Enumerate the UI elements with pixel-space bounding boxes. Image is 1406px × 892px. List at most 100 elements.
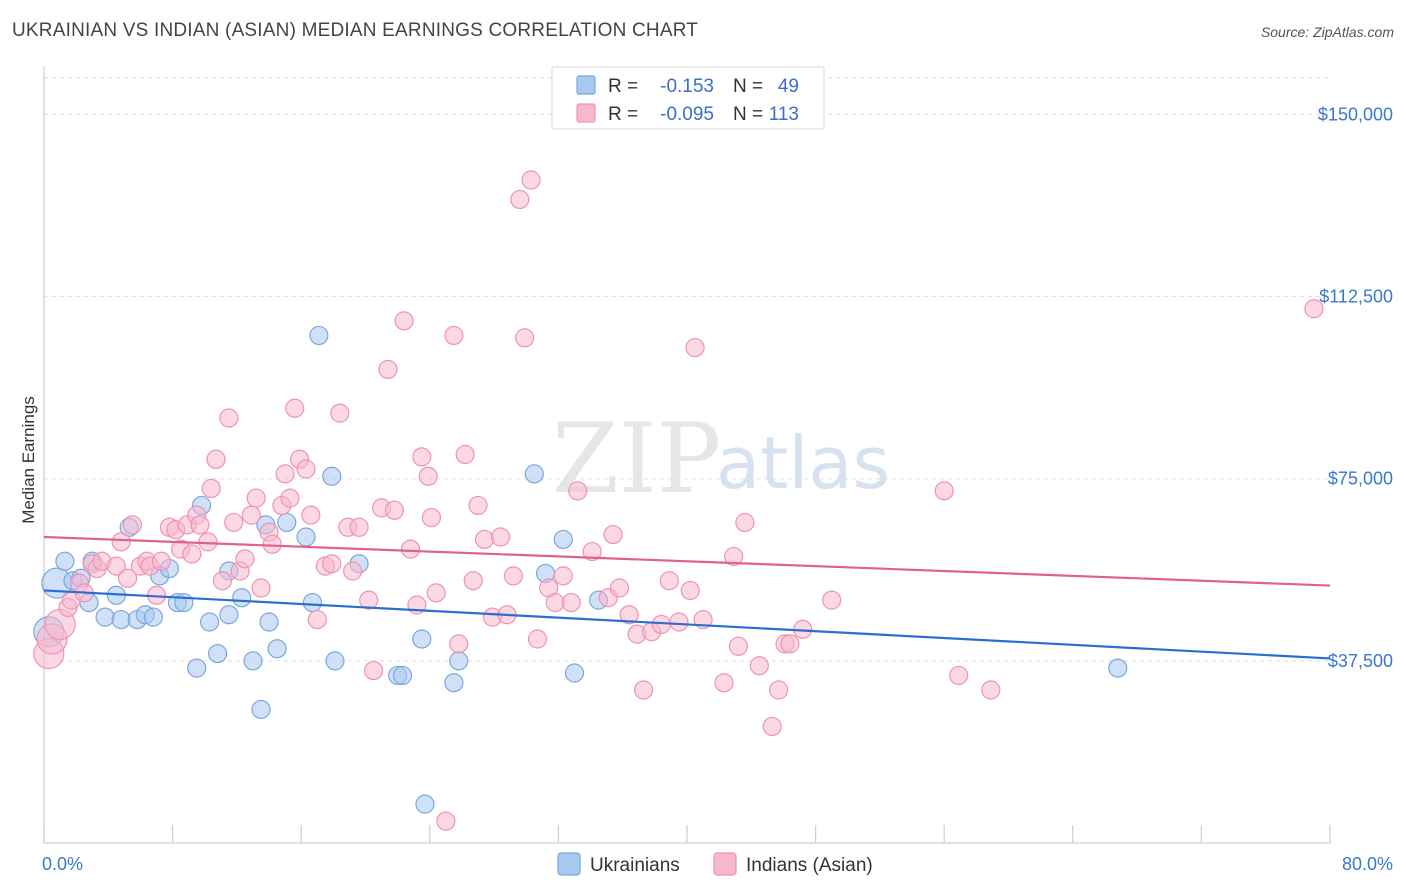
data-point-indians xyxy=(343,561,363,581)
data-point-ukrainians xyxy=(553,529,573,550)
data-point-indians xyxy=(285,398,305,418)
series-indians-points xyxy=(33,170,1324,831)
data-point-indians xyxy=(219,408,239,428)
axes xyxy=(43,66,1331,844)
legend-r-label-indians: R = xyxy=(608,104,638,125)
data-point-indians xyxy=(568,481,588,501)
data-point-ukrainians xyxy=(208,643,228,664)
data-point-indians xyxy=(275,464,295,484)
data-point-indians xyxy=(224,512,244,533)
data-point-indians xyxy=(714,673,734,693)
data-point-indians xyxy=(190,515,210,535)
bottom-legend-swatch-indians xyxy=(713,852,737,876)
data-point-ukrainians xyxy=(1108,658,1128,678)
y-tick-labels: $37,500 $75,000 $112,500 $150,000 xyxy=(1318,104,1393,670)
data-point-indians xyxy=(735,512,755,533)
data-point-indians xyxy=(235,549,255,569)
watermark-atlas: atlas xyxy=(716,421,890,505)
data-point-indians xyxy=(241,505,261,525)
data-point-indians xyxy=(762,716,782,737)
y-axis-label: Median Earnings xyxy=(19,396,38,524)
data-point-indians xyxy=(212,571,233,591)
data-point-indians xyxy=(330,403,350,423)
data-point-indians xyxy=(949,665,969,686)
data-point-indians xyxy=(400,539,421,559)
data-point-indians xyxy=(394,311,414,331)
data-point-indians xyxy=(349,517,369,537)
data-point-indians xyxy=(981,680,1001,700)
data-point-ukrainians xyxy=(199,612,220,632)
data-point-indians xyxy=(521,170,541,190)
data-point-ukrainians xyxy=(251,699,271,720)
data-point-indians xyxy=(436,811,456,831)
legend-r-value-indians: -0.095 xyxy=(660,104,714,125)
y-tick-label: $150,000 xyxy=(1318,104,1393,124)
data-point-indians xyxy=(280,488,300,508)
data-point-indians xyxy=(421,507,442,528)
legend-r-label-ukrainians: R = xyxy=(608,76,638,97)
data-point-indians xyxy=(206,449,226,469)
legend-swatch-ukrainians xyxy=(576,75,596,95)
data-point-ukrainians xyxy=(95,607,115,627)
data-point-ukrainians xyxy=(392,665,413,686)
data-point-indians xyxy=(296,459,316,479)
data-point-indians xyxy=(201,478,221,499)
data-point-indians xyxy=(455,444,475,465)
data-point-indians xyxy=(503,566,523,586)
data-point-ukrainians xyxy=(444,673,464,693)
data-point-indians xyxy=(680,580,700,601)
legend-n-label-indians: N = xyxy=(733,104,763,125)
data-point-ukrainians xyxy=(415,794,435,814)
data-point-ukrainians xyxy=(219,605,239,625)
data-point-indians xyxy=(510,189,530,210)
data-point-indians xyxy=(728,636,749,656)
data-point-indians xyxy=(307,609,327,630)
data-point-indians xyxy=(609,578,630,598)
data-point-ukrainians xyxy=(277,512,297,533)
legend-r-value-ukrainians: -0.153 xyxy=(660,76,714,97)
data-point-indians xyxy=(561,592,581,613)
data-point-indians xyxy=(251,578,271,598)
data-point-indians xyxy=(545,592,565,613)
y-tick-label: $75,000 xyxy=(1328,469,1393,489)
data-point-indians xyxy=(685,337,705,358)
data-point-indians xyxy=(582,541,602,562)
data-point-indians xyxy=(111,532,131,552)
trend-lines xyxy=(43,535,1331,660)
x-tick-labels: 0.0% 80.0% xyxy=(42,854,1393,874)
data-point-ukrainians xyxy=(111,609,131,630)
x-tick-label: 0.0% xyxy=(42,854,83,874)
legend-swatch-indians xyxy=(576,103,596,123)
data-point-indians xyxy=(1304,299,1324,319)
data-point-indians xyxy=(117,568,138,588)
data-point-indians xyxy=(463,571,483,591)
data-point-indians xyxy=(822,590,842,610)
data-point-indians xyxy=(122,515,143,535)
data-point-ukrainians xyxy=(524,464,544,484)
data-point-indians xyxy=(724,546,744,567)
data-point-ukrainians xyxy=(309,325,329,346)
y-tick-label: $112,500 xyxy=(1319,287,1393,307)
data-point-indians xyxy=(418,466,438,486)
data-point-indians xyxy=(659,571,679,591)
x-tick-label: 80.0% xyxy=(1342,854,1393,874)
data-point-ukrainians xyxy=(143,607,163,627)
data-point-ukrainians xyxy=(259,612,279,632)
data-point-indians xyxy=(151,551,171,571)
data-point-indians xyxy=(426,583,446,603)
series-ukrainians-points xyxy=(33,325,1128,814)
data-point-indians xyxy=(669,612,689,632)
data-point-indians xyxy=(780,634,800,654)
trend-line-indians xyxy=(43,535,1331,587)
data-point-indians xyxy=(515,328,535,348)
data-point-indians xyxy=(182,544,202,564)
data-point-indians xyxy=(474,529,495,550)
bottom-legend-swatch-ukrainians xyxy=(557,852,581,876)
legend-n-value-ukrainians: 49 xyxy=(778,76,799,97)
data-point-indians xyxy=(378,359,398,380)
data-point-ukrainians xyxy=(187,658,207,678)
data-point-ukrainians xyxy=(267,639,287,659)
data-point-ukrainians xyxy=(296,527,316,547)
data-point-indians xyxy=(633,680,654,700)
